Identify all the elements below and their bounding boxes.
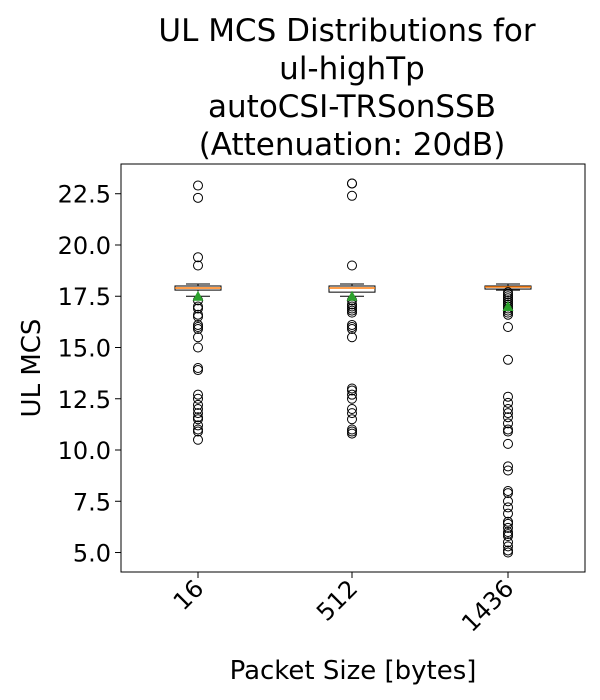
outlier-point — [503, 541, 513, 552]
outlier-point — [503, 424, 513, 435]
outlier-point — [347, 190, 357, 201]
y-tick-label: 7.5 — [73, 488, 111, 516]
outlier-point — [193, 260, 203, 271]
y-tick-label: 5.0 — [73, 540, 111, 568]
mean-marker — [192, 290, 204, 301]
outlier-point — [193, 332, 203, 343]
outlier-point — [193, 309, 203, 320]
y-tick-label: 20.0 — [58, 232, 111, 260]
title-line-3: autoCSI-TRSonSSB — [208, 89, 496, 125]
x-tick-label: 1436 — [456, 574, 519, 637]
outlier-point — [193, 420, 203, 431]
outlier-point — [347, 385, 357, 396]
outlier-point — [503, 397, 513, 408]
outlier-point — [503, 486, 513, 497]
outlier-point — [193, 301, 203, 312]
outlier-point — [347, 307, 357, 318]
title-line-2: ul-highTp — [279, 51, 425, 87]
outlier-point — [503, 529, 513, 540]
outlier-point — [193, 389, 203, 400]
y-tick-label: 12.5 — [58, 386, 111, 414]
outlier-point — [503, 502, 513, 513]
outlier-point — [347, 408, 357, 419]
outlier-point — [347, 324, 357, 335]
outlier-point — [503, 404, 513, 415]
outlier-point — [347, 321, 357, 332]
outlier-point — [503, 408, 513, 419]
x-axis-label: Packet Size [bytes] — [230, 656, 477, 686]
outlier-point — [503, 426, 513, 437]
outlier-point — [193, 365, 203, 376]
outlier-point — [193, 434, 203, 445]
outlier-point — [503, 465, 513, 476]
outlier-point — [503, 531, 513, 542]
box-16 — [174, 180, 222, 445]
outlier-point — [503, 518, 513, 529]
outlier-point — [193, 321, 203, 332]
outlier-point — [503, 537, 513, 548]
chart-title: UL MCS Distributions for ul-highTp autoC… — [158, 13, 535, 163]
title-line-1: UL MCS Distributions for — [158, 13, 535, 49]
box-series — [174, 178, 532, 558]
outlier-point — [347, 178, 357, 189]
x-axis: 16 512 1436 — [168, 572, 519, 637]
x-tick-label: 512 — [311, 574, 363, 626]
box-512 — [328, 178, 376, 439]
outlier-point — [503, 412, 513, 423]
outlier-point — [193, 404, 203, 415]
y-tick-label: 17.5 — [58, 283, 111, 311]
y-tick-label: 10.0 — [58, 437, 111, 465]
outlier-point — [503, 418, 513, 429]
outlier-point — [503, 354, 513, 365]
outlier-point — [503, 391, 513, 402]
outlier-point — [503, 522, 513, 533]
outlier-point — [347, 414, 357, 425]
y-tick-label: 22.5 — [58, 181, 111, 209]
outlier-point — [503, 496, 513, 507]
outlier-point — [193, 180, 203, 191]
outlier-point — [503, 488, 513, 499]
outlier-point — [503, 438, 513, 449]
outlier-point — [193, 426, 203, 437]
outlier-point — [347, 426, 357, 437]
outlier-point — [193, 363, 203, 373]
y-tick-label: 15.0 — [58, 334, 111, 362]
outlier-point — [347, 428, 357, 439]
outlier-point — [193, 342, 203, 353]
outlier-point — [347, 393, 357, 404]
outlier-point — [193, 393, 203, 404]
y-axis: 5.0 7.5 10.0 12.5 15.0 17.5 20.0 22.5 — [58, 181, 121, 568]
outlier-point — [503, 321, 513, 332]
outlier-point — [347, 260, 357, 271]
outlier-point — [193, 408, 203, 419]
outlier-point — [347, 389, 357, 400]
outlier-point — [193, 252, 203, 263]
outlier-point — [193, 192, 203, 203]
x-tick-label: 16 — [168, 574, 209, 615]
outlier-point — [193, 414, 203, 425]
y-axis-label: UL MCS — [17, 319, 47, 418]
outlier-point — [193, 311, 203, 322]
mean-marker — [346, 290, 358, 301]
outlier-point — [193, 399, 203, 410]
outlier-point — [503, 547, 513, 558]
mean-marker — [502, 300, 514, 311]
outlier-point — [193, 324, 203, 335]
title-line-4: (Attenuation: 20dB) — [199, 127, 506, 163]
outlier-point — [193, 303, 203, 314]
outlier-point — [347, 404, 357, 415]
outlier-point — [503, 461, 513, 472]
outlier-point — [503, 508, 513, 519]
box-1436 — [484, 283, 532, 558]
outlier-point — [347, 332, 357, 343]
plot-area-frame — [120, 163, 586, 573]
